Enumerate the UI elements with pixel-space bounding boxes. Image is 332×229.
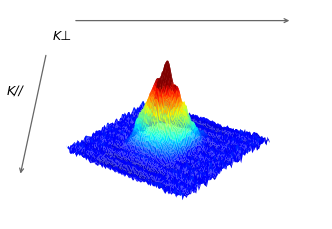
Text: K∕∕: K∕∕ <box>7 85 23 98</box>
Text: K⊥: K⊥ <box>53 30 72 43</box>
